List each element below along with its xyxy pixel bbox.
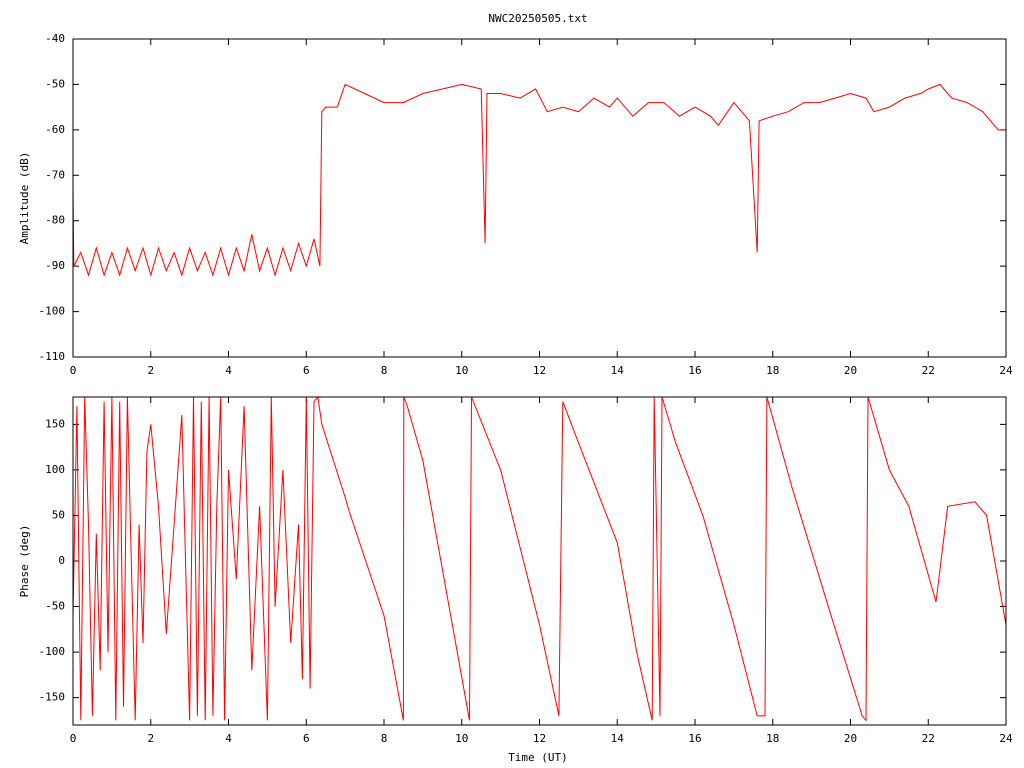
y-tick-label: -50 [45,77,65,90]
x-tick-label: 6 [303,732,310,745]
x-tick-label: 14 [611,732,625,745]
y-tick-label: -70 [45,168,65,181]
x-tick-label: 20 [844,364,857,377]
y-tick-label: -100 [39,645,66,658]
chart-title: NWC20250505.txt [488,12,587,25]
x-tick-label: 2 [147,732,154,745]
y-tick-label: -40 [45,32,65,45]
y-tick-label: -90 [45,259,65,272]
x-tick-label: 22 [922,364,935,377]
x-tick-label: 14 [611,364,625,377]
y-tick-label: 150 [45,417,65,430]
data-line [72,395,1007,722]
x-tick-label: 2 [147,364,154,377]
y-tick-label: -150 [39,691,66,704]
x-tick-label: 4 [225,364,232,377]
x-tick-label: 18 [766,364,779,377]
y-tick-label: 0 [58,554,65,567]
y-tick-label: -60 [45,123,65,136]
x-tick-label: 4 [225,732,232,745]
plot-frame [72,38,1007,358]
y-tick-label: -80 [45,214,65,227]
x-tick-label: 24 [999,364,1013,377]
y-axis-label: Amplitude (dB) [18,152,31,245]
x-tick-label: 16 [688,364,701,377]
x-tick-label: 12 [533,732,546,745]
x-tick-label: 18 [766,732,779,745]
x-tick-label: 8 [381,732,388,745]
x-tick-label: 22 [922,732,935,745]
y-tick-label: -50 [45,600,65,613]
x-tick-label: 0 [70,364,77,377]
x-tick-label: 20 [844,732,857,745]
x-axis-label: Time (UT) [508,751,568,764]
y-tick-label: 50 [52,508,65,521]
x-tick-label: 12 [533,364,546,377]
x-tick-label: 8 [381,364,388,377]
y-tick-label: -110 [39,350,66,363]
x-tick-label: 10 [455,732,468,745]
y-tick-label: 100 [45,463,65,476]
x-tick-label: 24 [999,732,1013,745]
x-tick-label: 0 [70,732,77,745]
data-line [72,83,1006,278]
y-axis-label: Phase (deg) [18,525,31,598]
x-tick-label: 6 [303,364,310,377]
plot-frame [72,396,1007,726]
y-tick-label: -100 [39,305,66,318]
x-tick-label: 16 [688,732,701,745]
x-tick-label: 10 [455,364,468,377]
